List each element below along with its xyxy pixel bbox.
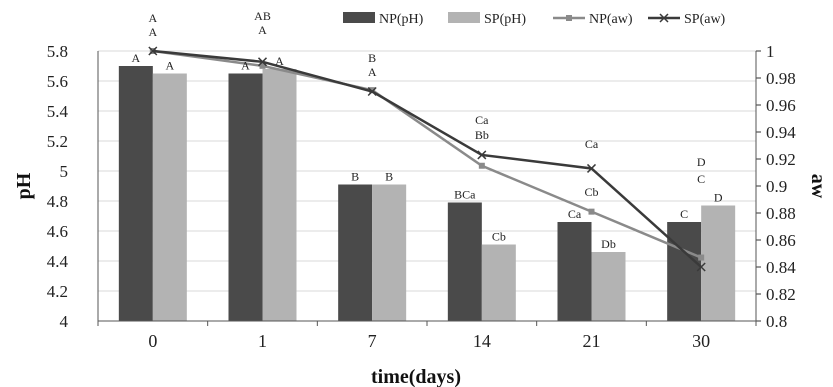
- bar-spph: [701, 205, 736, 321]
- y2-tick-label: 0.82: [766, 285, 796, 304]
- y2-tick-label: 0.94: [766, 123, 796, 142]
- bar-data-label: C: [680, 207, 688, 221]
- x-axis-title: time(days): [371, 366, 461, 387]
- bar-spph: [152, 73, 187, 321]
- bar-data-label: Db: [601, 237, 616, 251]
- y2-tick-label: 0.96: [766, 96, 796, 115]
- legend-marker: [566, 15, 572, 21]
- marker-sp-aw: [586, 163, 597, 173]
- bar-data-label: Cb: [492, 230, 506, 244]
- legend-marker: [659, 13, 669, 23]
- legend-swatch: [448, 12, 480, 23]
- y2-tick-label: 0.92: [766, 150, 796, 169]
- marker-sp-aw: [257, 57, 268, 67]
- bar-data-label: A: [275, 54, 284, 68]
- legend: NP(pH) SP(pH) NP(aw) SP(aw): [343, 12, 726, 27]
- y-tick-label: 5.2: [47, 132, 68, 151]
- bar-npph: [228, 73, 263, 321]
- x-tick-label: 21: [583, 331, 601, 351]
- y2-tick-label: 0.84: [766, 258, 796, 277]
- legend-label: NP(aw): [589, 12, 633, 27]
- bars: [118, 66, 736, 321]
- aw-label-sp: Ca: [475, 113, 489, 127]
- y-tick-label: 4.8: [47, 192, 68, 211]
- marker-np-aw: [478, 162, 485, 169]
- y2-tick-label: 0.86: [766, 231, 796, 250]
- legend-label: SP(aw): [684, 12, 726, 27]
- y-tick-label: 5: [60, 162, 69, 181]
- bar-data-label: A: [241, 59, 250, 73]
- y-tick-label: 4.6: [47, 222, 68, 241]
- bar-spph: [262, 69, 297, 321]
- x-tick-label: 1: [258, 331, 267, 351]
- x-tick-label: 0: [148, 331, 157, 351]
- line-spaw: [152, 49, 703, 268]
- legend-swatch: [343, 12, 375, 23]
- aw-label-np: A: [258, 23, 267, 37]
- aw-label-sp: AB: [254, 9, 271, 23]
- marker-sp-aw: [696, 262, 706, 272]
- x-tick-label: 14: [473, 331, 491, 351]
- marker-np-aw: [698, 254, 705, 261]
- grid: [98, 50, 756, 322]
- marker-sp-aw: [477, 150, 487, 160]
- marker-sp-aw: [367, 86, 377, 97]
- y-tick-label: 4.4: [47, 252, 69, 271]
- aw-label-sp: Ca: [585, 137, 599, 151]
- y-tick-label: 4: [60, 312, 69, 331]
- legend-label: SP(pH): [484, 12, 526, 27]
- bar-data-label: A: [165, 59, 174, 73]
- marker-np-aw: [259, 62, 266, 69]
- bar-spph: [372, 184, 407, 321]
- y-tick-label: 5.6: [47, 72, 68, 91]
- bar-data-label: B: [351, 170, 359, 184]
- x-tick-label: 30: [692, 331, 710, 351]
- y-axis-title: pH: [13, 172, 35, 199]
- aw-lines: [148, 46, 706, 272]
- y-tick-label: 5.8: [47, 42, 68, 61]
- aw-label-np: A: [148, 25, 157, 39]
- aw-label-sp: D: [697, 155, 706, 169]
- y-tick-label: 4.2: [47, 282, 68, 301]
- bar-spph: [591, 252, 626, 321]
- bar-npph: [667, 222, 702, 321]
- x-tick-label: 7: [368, 331, 377, 351]
- bar-data-label: BCa: [454, 188, 476, 202]
- bar-data-label: D: [714, 191, 723, 205]
- aw-label-np: C: [697, 172, 705, 186]
- legend-label: NP(pH): [379, 12, 424, 27]
- aw-label-np: Bb: [475, 128, 489, 142]
- aw-label-np: A: [368, 65, 377, 79]
- bar-npph: [338, 184, 373, 321]
- y2-tick-label: 1: [766, 42, 775, 61]
- line-npaw: [152, 49, 702, 259]
- aw-label-sp: B: [368, 51, 376, 65]
- bar-npph: [447, 202, 482, 321]
- axes: 4 4.2 4.4 4.6 4.8 5 5.2 5.4 5.6 5.8 0.8 0.82 0.84 0.8…: [47, 42, 797, 351]
- bar-data-label: B: [385, 170, 393, 184]
- marker-sp-aw: [148, 46, 158, 56]
- bar-spph: [481, 244, 516, 321]
- aw-label-sp: A: [148, 11, 157, 25]
- marker-np-aw: [588, 208, 595, 215]
- bar-npph: [118, 66, 153, 321]
- bar-data-label: A: [131, 51, 140, 65]
- bar-data-label: Ca: [568, 207, 582, 221]
- y2-axis-title: aw: [807, 174, 829, 199]
- y2-tick-label: 0.9: [766, 177, 787, 196]
- aw-label-np: Cb: [584, 185, 598, 199]
- y-tick-label: 5.4: [47, 102, 69, 121]
- bar-npph: [557, 222, 592, 321]
- marker-np-aw: [369, 87, 376, 94]
- y2-tick-label: 0.88: [766, 204, 796, 223]
- y2-tick-label: 0.8: [766, 312, 787, 331]
- y2-tick-label: 0.98: [766, 69, 796, 88]
